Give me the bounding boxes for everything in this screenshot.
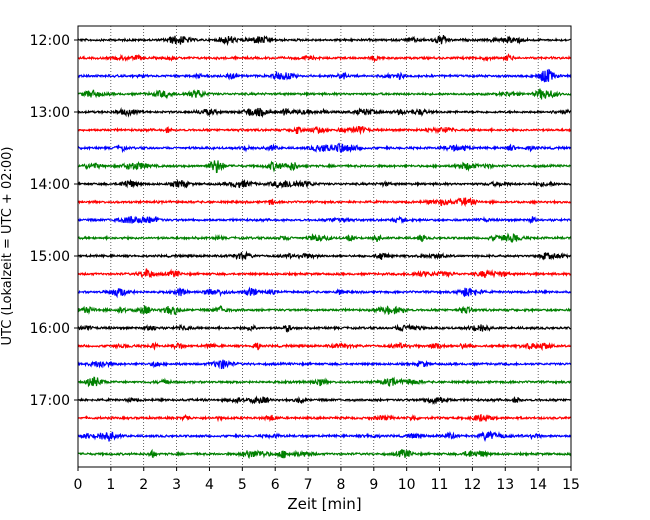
trace-line	[77, 376, 572, 388]
trace-line	[77, 215, 572, 225]
trace-line	[77, 286, 572, 299]
y-axis-label: UTC (Lokalzeit = UTC + 02:00)	[0, 147, 15, 346]
x-tick-label: 10	[398, 477, 416, 493]
x-tick-label: 12	[463, 477, 481, 493]
trace-line	[77, 107, 572, 119]
trace-line	[77, 197, 572, 208]
x-tick-label: 13	[496, 477, 514, 493]
y-tick-label: 16:00	[30, 321, 70, 337]
x-tick-label: 3	[172, 477, 181, 493]
x-tick-label: 9	[369, 477, 378, 493]
traces	[77, 35, 572, 460]
y-tick-label: 13:00	[30, 105, 70, 121]
trace-line	[77, 68, 572, 83]
x-axis: 0 1 2 3 4 5 6 7 8 9 10 11 12 13 14 15	[74, 467, 580, 493]
y-tick-label: 12:00	[30, 33, 70, 49]
trace-line	[77, 413, 572, 423]
x-axis-label: Zeit [min]	[287, 495, 361, 513]
x-tick-label: 14	[529, 477, 547, 493]
trace-line	[77, 395, 572, 406]
y-axis: 12:00 13:00 14:00 15:00 16:00 17:00	[30, 33, 78, 409]
y-tick-label: 17:00	[30, 393, 70, 409]
trace-line	[77, 142, 572, 154]
x-tick-label: 11	[431, 477, 449, 493]
x-tick-label: 8	[336, 477, 345, 493]
trace-line	[77, 305, 572, 316]
trace-line	[77, 160, 572, 174]
trace-line	[77, 35, 572, 47]
x-tick-label: 7	[304, 477, 313, 493]
x-tick-label: 5	[238, 477, 247, 493]
trace-line	[77, 53, 572, 63]
trace-line	[77, 430, 572, 442]
trace-line	[77, 323, 572, 333]
trace-line	[77, 448, 572, 460]
x-tick-label: 15	[562, 477, 580, 493]
x-tick-label: 6	[271, 477, 280, 493]
y-tick-label: 14:00	[30, 177, 70, 193]
plot-frame	[77, 25, 572, 468]
x-tick-label: 2	[139, 477, 148, 493]
trace-line	[77, 359, 572, 370]
trace-line	[77, 178, 572, 189]
x-tick-label: 0	[74, 477, 83, 493]
plot-area	[78, 26, 571, 467]
trace-line	[77, 125, 572, 136]
x-tick-label: 4	[205, 477, 214, 493]
trace-line	[77, 250, 572, 261]
trace-line	[77, 232, 572, 244]
y-tick-label: 15:00	[30, 249, 70, 265]
x-tick-label: 1	[106, 477, 115, 493]
trace-line	[77, 268, 572, 279]
trace-line	[77, 341, 572, 352]
trace-line	[77, 88, 572, 100]
